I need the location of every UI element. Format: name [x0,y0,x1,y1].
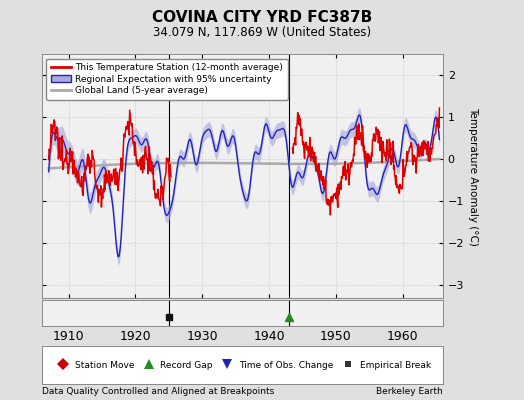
Text: 1910: 1910 [53,330,84,343]
Text: 1950: 1950 [320,330,352,343]
Text: Data Quality Controlled and Aligned at Breakpoints: Data Quality Controlled and Aligned at B… [42,387,274,396]
Text: 34.079 N, 117.869 W (United States): 34.079 N, 117.869 W (United States) [153,26,371,39]
Y-axis label: Temperature Anomaly (°C): Temperature Anomaly (°C) [468,106,478,246]
Text: 1940: 1940 [253,330,285,343]
Text: 1930: 1930 [187,330,218,343]
Legend: This Temperature Station (12-month average), Regional Expectation with 95% uncer: This Temperature Station (12-month avera… [47,58,288,100]
Legend: Station Move, Record Gap, Time of Obs. Change, Empirical Break: Station Move, Record Gap, Time of Obs. C… [52,359,432,371]
Text: COVINA CITY YRD FC387B: COVINA CITY YRD FC387B [152,10,372,25]
Text: 1920: 1920 [119,330,151,343]
Text: 1960: 1960 [387,330,419,343]
Text: Berkeley Earth: Berkeley Earth [376,387,443,396]
